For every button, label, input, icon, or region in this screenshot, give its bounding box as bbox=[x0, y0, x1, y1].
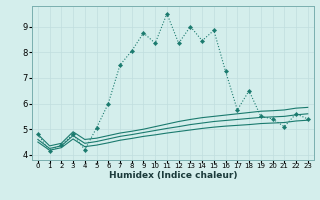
X-axis label: Humidex (Indice chaleur): Humidex (Indice chaleur) bbox=[108, 171, 237, 180]
